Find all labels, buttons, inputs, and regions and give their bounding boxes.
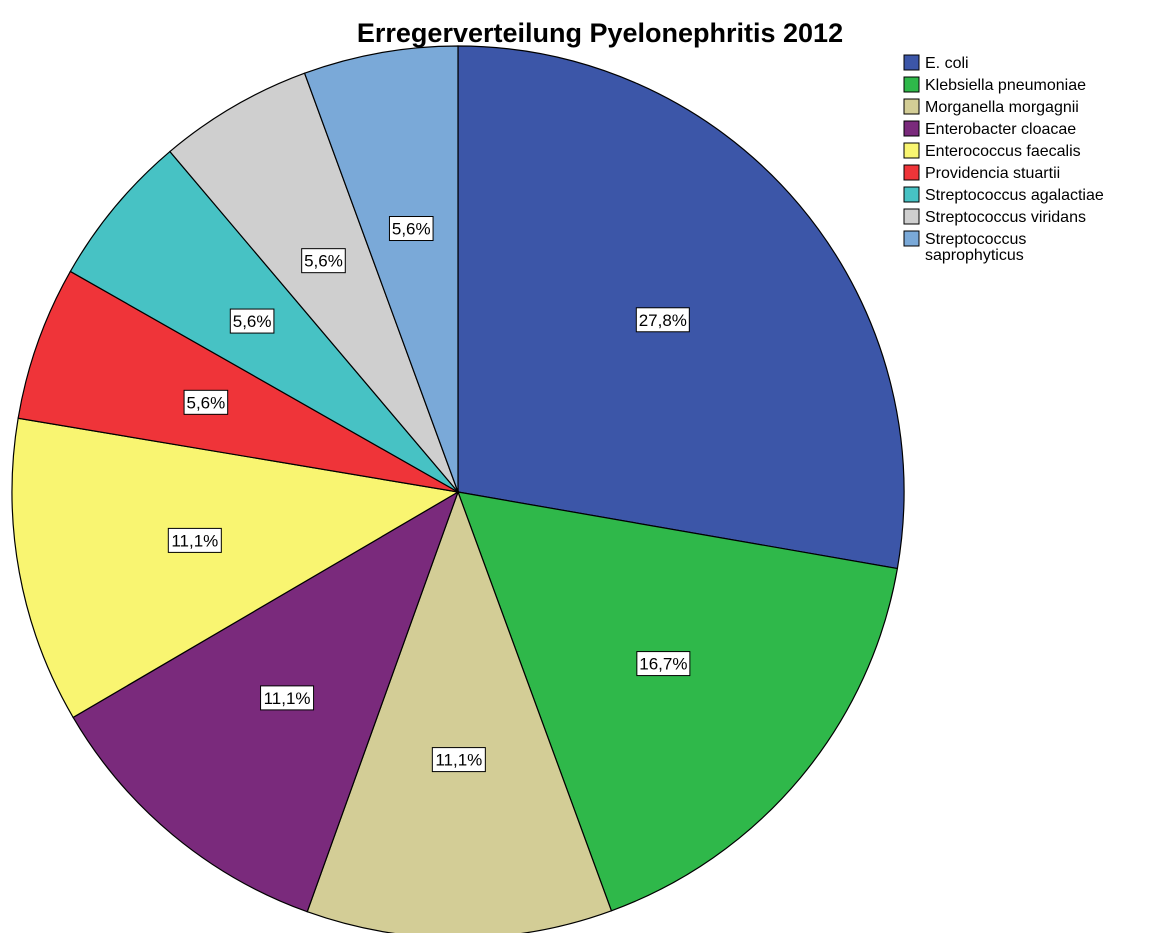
data-label-enterococcus-faecalis: 11,1% [167, 527, 222, 553]
legend-item-streptococcus-agalactiae: Streptococcus agalactiae [903, 186, 1104, 204]
data-label-box [388, 216, 434, 242]
data-label-text: 5,6% [233, 312, 272, 331]
data-label-text: 27,8% [639, 311, 687, 330]
data-label-streptococcus-saprophyticus: 5,6% [388, 216, 434, 242]
legend-item-streptococcus-saprophyticus: Streptococcus saprophyticus [903, 230, 1026, 264]
legend-swatch [903, 76, 920, 93]
legend-swatch [903, 120, 920, 137]
data-label-box [431, 747, 486, 773]
legend-swatch [903, 54, 920, 71]
legend-swatch [903, 142, 920, 159]
legend-item-morganella-morgagnii: Morganella morgagnii [903, 98, 1079, 116]
legend-item-e-coli: E. coli [903, 54, 969, 72]
data-label-box [260, 685, 315, 711]
legend-swatch [903, 164, 920, 181]
data-label-text: 11,1% [171, 531, 218, 550]
pie-slice-e-coli [457, 45, 905, 570]
data-label-streptococcus-agalactiae: 5,6% [229, 308, 275, 334]
data-label-box [301, 248, 346, 274]
data-label-box [229, 308, 275, 334]
pie-slices [11, 45, 905, 933]
data-label-text: 11,1% [435, 751, 482, 770]
data-label-enterobacter-cloacae: 11,1% [260, 685, 315, 711]
data-label-box [167, 527, 222, 553]
legend-label: Enterococcus faecalis [925, 143, 1081, 160]
pie-slice-enterococcus-faecalis [11, 417, 460, 719]
data-label-morganella-morgagnii: 11,1% [431, 747, 486, 773]
data-label-box [636, 651, 691, 677]
data-label-e-coli: 27,8% [635, 307, 690, 333]
data-label-streptococcus-viridans: 5,6% [301, 248, 346, 274]
legend-label: Streptococcus saprophyticus [925, 231, 1026, 264]
data-label-providencia-stuartii: 5,6% [183, 389, 229, 415]
legend-item-enterococcus-faecalis: Enterococcus faecalis [903, 142, 1081, 160]
legend-label: E. coli [925, 55, 969, 72]
legend-item-enterobacter-cloacae: Enterobacter cloacae [903, 120, 1076, 138]
chart-title: Erregerverteilung Pyelonephritis 2012 [357, 18, 843, 48]
legend-item-klebsiella-pneumoniae: Klebsiella pneumoniae [903, 76, 1086, 94]
legend-label: Streptococcus viridans [925, 209, 1086, 226]
legend-label: Morganella morgagnii [925, 99, 1079, 116]
pie-slice-streptococcus-viridans [169, 72, 459, 493]
data-label-text: 16,7% [639, 655, 687, 674]
legend-swatch [903, 98, 920, 115]
data-label-text: 11,1% [264, 689, 311, 708]
pie-slice-providencia-stuartii [17, 270, 459, 493]
data-label-text: 5,6% [187, 393, 226, 412]
pie-slice-klebsiella-pneumoniae [457, 491, 899, 912]
legend-swatch [903, 186, 920, 203]
legend-swatch [903, 230, 920, 247]
data-label-box [635, 307, 690, 333]
legend-label: Providencia stuartii [925, 165, 1060, 182]
legend-item-streptococcus-viridans: Streptococcus viridans [903, 208, 1086, 226]
data-label-text: 5,6% [304, 252, 343, 271]
data-label-box [183, 389, 229, 415]
legend-label: Enterobacter cloacae [925, 121, 1076, 138]
pie-slice-morganella-morgagnii [306, 490, 613, 933]
data-label-klebsiella-pneumoniae: 16,7% [636, 651, 691, 677]
legend-label: Klebsiella pneumoniae [925, 77, 1086, 94]
legend-item-providencia-stuartii: Providencia stuartii [903, 164, 1060, 182]
legend-label: Streptococcus agalactiae [925, 187, 1104, 204]
slice-labels: 27,8% 16,7% 11,1% 11,1% 11,1% 5,6% 5,6% 5,6% 5,6… [167, 216, 691, 773]
legend-swatch [903, 208, 920, 225]
data-label-text: 5,6% [392, 220, 431, 239]
legend: E. coli Klebsiella pneumoniae Morganella m… [903, 54, 1104, 264]
pie-slice-streptococcus-saprophyticus [303, 45, 459, 493]
